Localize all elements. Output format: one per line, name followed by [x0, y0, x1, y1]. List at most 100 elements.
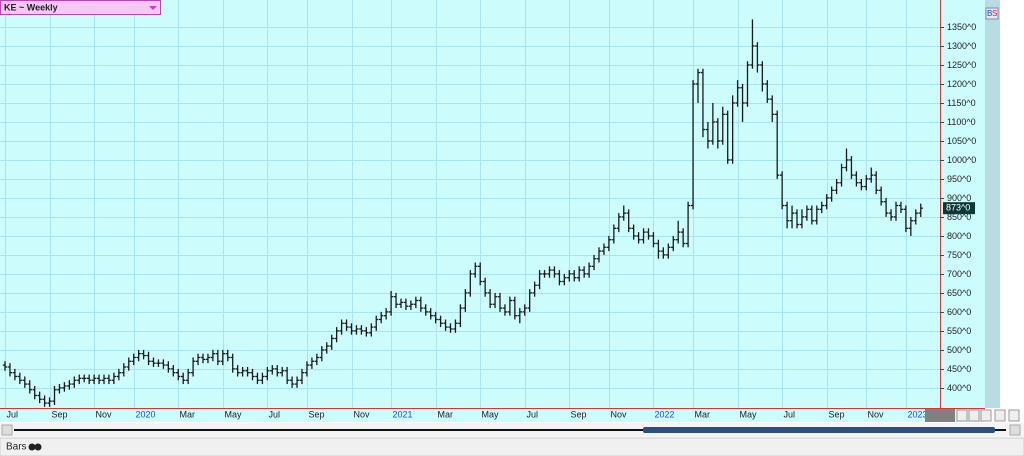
badge-b: B: [987, 9, 992, 18]
ohlc-bar: [2, 361, 8, 371]
last-price-box: [943, 202, 975, 215]
ohlc-bar: [91, 374, 97, 385]
x-tick-label: May: [225, 409, 243, 419]
chart-title: KE ~ Weekly: [4, 2, 58, 12]
ohlc-bar: [72, 376, 77, 388]
nav-button[interactable]: [994, 409, 1006, 422]
ohlc-bar: [309, 357, 315, 369]
ohlc-bar: [240, 366, 245, 377]
ohlc-bar: [844, 148, 849, 172]
ohlc-bar: [388, 290, 394, 316]
badge-box[interactable]: [985, 7, 999, 20]
nav-button[interactable]: [968, 409, 980, 422]
ohlc-bar: [572, 270, 577, 282]
ohlc-bar: [621, 205, 626, 221]
ohlc-bar: [770, 95, 775, 122]
ohlc-bar: [339, 319, 344, 335]
ohlc-bar: [250, 368, 255, 381]
x-tick-label: Jul: [527, 409, 539, 419]
ohlc-bar: [369, 323, 374, 337]
ohlc-bar: [359, 325, 364, 335]
y-tick-label: 1000^0: [947, 155, 976, 165]
status-bar: [0, 437, 1024, 456]
ohlc-bar: [379, 311, 384, 324]
ohlc-bar: [903, 205, 909, 233]
nav-button[interactable]: [956, 409, 968, 422]
grid: [0, 0, 940, 408]
nav-button[interactable]: [1008, 409, 1020, 422]
ohlc-bar: [789, 205, 795, 229]
side-strip: [985, 0, 1000, 408]
ohlc-bar: [700, 68, 706, 138]
x-tick-label: 2023: [908, 409, 928, 419]
x-tick-label: May: [482, 409, 500, 419]
ohlc-bar: [779, 171, 785, 210]
y-tick-label: 700^0: [947, 269, 971, 279]
ohlc-bar: [185, 368, 191, 385]
ohlc-bar: [32, 385, 37, 400]
ohlc-bar: [334, 327, 339, 343]
ohlc-bar: [740, 83, 745, 122]
ohlc-bar: [329, 334, 334, 350]
ohlc-bar: [96, 374, 102, 385]
x-tick-label: Jul: [784, 409, 796, 419]
y-tick-label: 950^0: [947, 174, 971, 184]
ohlc-bar: [482, 277, 488, 297]
ohlc-bar: [824, 194, 829, 210]
x-tick-label: Mar: [180, 409, 196, 419]
ohlc-bar: [913, 209, 918, 225]
ohlc-bar: [280, 366, 285, 377]
ohlc-bar: [344, 319, 349, 331]
scroll-right[interactable]: [1009, 424, 1021, 436]
ohlc-bar: [641, 228, 646, 244]
ohlc-bar: [542, 270, 547, 278]
toggle-icon[interactable]: [34, 443, 42, 451]
ohlc-bar: [671, 235, 676, 252]
ohlc-bar: [289, 376, 295, 388]
ohlc-bar: [42, 395, 47, 407]
ohlc-bar: [111, 372, 117, 385]
ohlc-bar: [86, 374, 92, 385]
ohlc-bar: [715, 118, 720, 149]
ohlc-bar: [67, 380, 72, 390]
x-tick-label: 2020: [136, 409, 156, 419]
ohlc-bar: [448, 323, 453, 333]
ohlc-bar: [567, 270, 572, 282]
ohlc-bar: [458, 304, 463, 328]
date-box: [925, 409, 955, 422]
x-tick-label: 2022: [655, 409, 675, 419]
ohlc-bar: [225, 349, 230, 362]
ohlc-bar: [839, 163, 844, 187]
ohlc-bar: [552, 266, 557, 278]
toggle-icon[interactable]: [28, 443, 36, 451]
ohlc-bar: [596, 247, 602, 263]
ohlc-bar: [586, 262, 592, 278]
ohlc-bar: [760, 61, 765, 92]
y-tick-label: 850^0: [947, 212, 971, 222]
scroll-left[interactable]: [1, 424, 13, 436]
nav-button[interactable]: [980, 409, 992, 422]
ohlc-bar: [176, 368, 181, 381]
plot-bg: [0, 0, 985, 422]
ohlc-bar: [765, 80, 770, 103]
ohlc-bar: [735, 80, 740, 107]
ohlc-bar: [799, 209, 805, 229]
ohlc-bar: [443, 319, 448, 331]
ohlc-bar: [141, 349, 146, 360]
ohlc-bar: [745, 61, 750, 107]
scroll-thumb[interactable]: [643, 427, 995, 433]
x-tick-label: Sep: [309, 409, 325, 419]
ohlc-bar: [52, 385, 57, 405]
ohlc-bar: [869, 167, 874, 183]
ohlc-bar: [517, 308, 522, 324]
ohlc-bar: [453, 319, 458, 333]
ohlc-bar: [507, 296, 513, 316]
y-tick-label: 650^0: [947, 288, 971, 298]
ohlc-bar: [294, 376, 300, 388]
y-tick-label: 1200^0: [947, 79, 976, 89]
title-box[interactable]: [0, 0, 161, 15]
dropdown-arrow[interactable]: [149, 6, 157, 10]
ohlc-bar: [487, 289, 493, 309]
ohlc-bar: [814, 205, 819, 225]
